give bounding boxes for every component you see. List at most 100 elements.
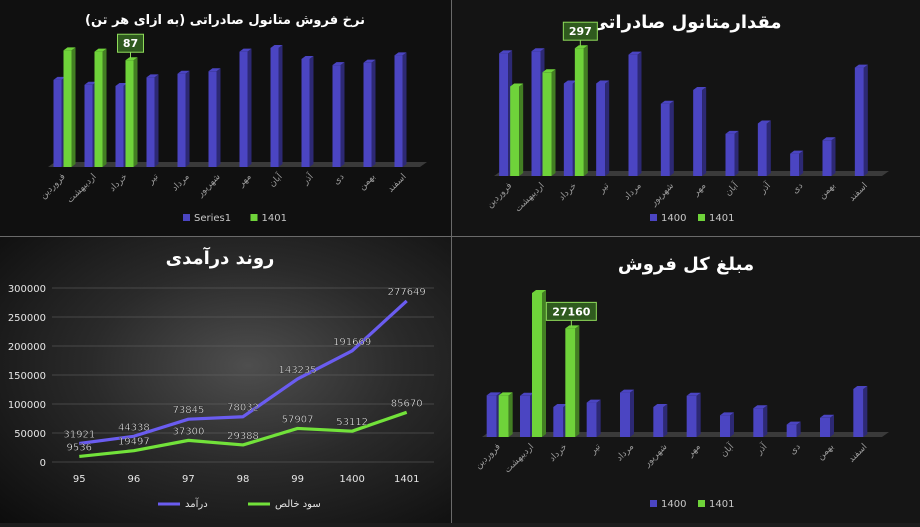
bar-top: [686, 392, 701, 396]
x-tick-label: دی: [332, 172, 347, 187]
bar: [565, 325, 580, 437]
bar-side: [340, 62, 345, 167]
bar: [596, 80, 610, 176]
bar-side: [766, 120, 771, 176]
data-label: 191669: [333, 337, 371, 348]
bar: [693, 86, 707, 176]
x-tick-label: مهر: [691, 181, 709, 199]
data-label: 9536: [67, 442, 92, 453]
data-label: 57907: [282, 414, 314, 425]
x-tick-label: آبان: [266, 170, 285, 189]
bar-top: [239, 48, 252, 52]
bar-top: [542, 69, 556, 73]
bar-top: [499, 50, 513, 54]
bar: [532, 290, 546, 437]
bar: [553, 404, 568, 437]
legend-swatch: [650, 500, 657, 507]
bar-side: [402, 52, 407, 168]
bar: [686, 392, 701, 437]
total-sales-chart: مبلغ کل فروش فروردین اردیبهشت خرداد تیر مرداد…: [474, 254, 889, 510]
bar: [628, 51, 642, 177]
bar-front: [520, 395, 530, 437]
bar: [208, 68, 221, 167]
bar-top: [753, 405, 768, 409]
bar-front: [125, 60, 134, 167]
x-tick-label: 1400: [339, 474, 364, 485]
x-tick-label: مرداد: [615, 442, 637, 464]
bar-front: [563, 83, 573, 176]
bar-top: [125, 57, 138, 61]
x-tick-label: مهر: [685, 442, 703, 460]
bar-top: [498, 392, 513, 396]
bar-top: [620, 389, 634, 393]
bar-side: [734, 130, 739, 176]
bar-side: [696, 392, 701, 437]
callout-label: 87: [123, 37, 138, 50]
bar-front: [53, 79, 62, 167]
bar-top: [394, 52, 407, 56]
bar: [586, 399, 601, 437]
bar-front: [686, 395, 697, 437]
legend-label: درآمد: [185, 497, 208, 510]
x-tick-label: دی: [788, 442, 803, 457]
x-tick-label: مرداد: [622, 181, 644, 203]
panel-divider-vertical: [451, 0, 452, 523]
bar: [63, 47, 76, 168]
bar: [239, 48, 252, 167]
data-label: 29388: [227, 431, 259, 442]
x-tick-label: مرداد: [170, 172, 192, 194]
series-line: [79, 299, 408, 446]
bar-front: [565, 328, 576, 437]
bar-front: [146, 77, 155, 167]
x-tick-label: اسفند: [847, 181, 870, 204]
callout-label: 297: [569, 25, 592, 38]
bar-front: [660, 103, 670, 176]
bar-side: [133, 57, 138, 167]
x-tick-label: فروردین: [485, 181, 514, 210]
bar: [146, 74, 159, 167]
bar: [822, 137, 836, 176]
bar-top: [854, 64, 868, 68]
bar-front: [531, 51, 541, 176]
bar: [790, 150, 804, 176]
bar: [653, 404, 668, 437]
bar-top: [660, 100, 674, 104]
bar: [725, 130, 739, 176]
legend-swatch: [250, 214, 258, 221]
y-tick-label: 50000: [14, 429, 46, 440]
bar-top: [790, 150, 804, 154]
bar-front: [786, 424, 797, 437]
bar-front: [510, 86, 520, 176]
legend-label: Series1: [194, 213, 231, 224]
bar-front: [94, 51, 103, 167]
data-callout: 297: [562, 21, 598, 47]
bar-top: [565, 325, 580, 329]
bar-side: [154, 74, 159, 167]
x-tick-label: فروردین: [38, 172, 67, 201]
chart-floor: [48, 162, 427, 167]
unit-price-chart: نرخ فروش متانول صادراتی (به ازای هر تن) ف…: [38, 13, 427, 224]
data-callout: 87: [117, 33, 144, 59]
bar-front: [725, 133, 735, 176]
bar-front: [853, 389, 864, 437]
bar-top: [520, 392, 534, 396]
bar-top: [596, 80, 610, 84]
bar-top: [332, 62, 345, 66]
total-sales-chart-panel: مبلغ کل فروش فروردین اردیبهشت خرداد تیر مرداد…: [452, 237, 920, 523]
x-tick-label: مهر: [236, 172, 254, 190]
x-tick-label: 97: [182, 474, 195, 485]
revenue-trend-chart: روند درآمدی 0 50000 100000 150000 200000 25000…: [8, 246, 434, 510]
bar-side: [863, 64, 868, 176]
bar-top: [301, 56, 314, 59]
bar-top: [653, 404, 668, 407]
x-tick-label: آذر: [753, 440, 770, 457]
bar-front: [532, 293, 542, 437]
x-tick-label: آذر: [299, 170, 316, 187]
bar-side: [863, 386, 868, 437]
bar-front: [270, 47, 279, 167]
bar-top: [786, 421, 801, 425]
bar-top: [363, 59, 376, 63]
bar-top: [693, 86, 707, 90]
bar: [542, 69, 556, 176]
x-tick-label: آبان: [717, 440, 736, 459]
